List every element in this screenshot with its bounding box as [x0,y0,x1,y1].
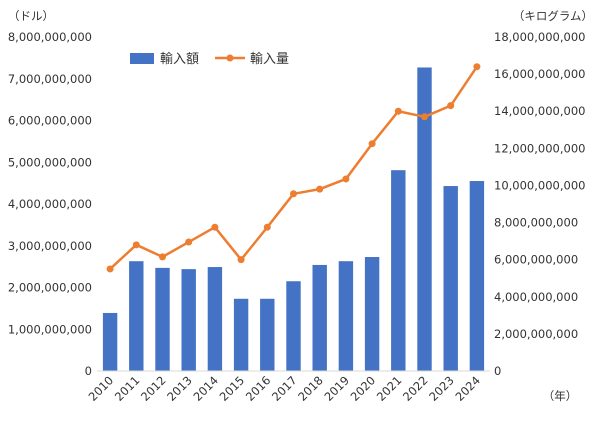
bar-2021 [391,170,406,371]
right-tick-label: 14,000,000,000 [494,104,585,118]
point-2012 [159,253,166,261]
bar-2010 [102,312,118,371]
legend: 輸入額 輸入量 [130,52,289,67]
bar-2012 [155,267,170,371]
x-tick-label: 2016 [243,373,274,404]
left-tick-label: 5,000,000,000 [8,155,92,169]
left-tick-label: 4,000,000,000 [8,197,92,211]
x-tick-label: 2014 [190,373,221,404]
x-tick-label: 2020 [348,373,379,404]
point-2014 [211,223,219,231]
bar-2017 [286,281,301,371]
legend-label-import-value: 輸入額 [160,52,199,67]
left-tick-label: 7,000,000,000 [8,72,92,86]
bar-2024 [469,181,485,371]
right-tick-label: 12,000,000,000 [494,141,585,155]
point-2015 [237,256,245,264]
x-tick-label: 2024 [452,373,483,404]
bar-2015 [233,298,249,371]
right-tick-label: 10,000,000,000 [494,178,585,192]
point-2018 [316,185,324,193]
x-tick-label: 2023 [426,373,457,404]
bar-2013 [181,269,196,371]
x-tick-label: 2019 [321,373,352,404]
line-series-import-volume [106,63,481,273]
right-axis-unit-label: （キログラム） [513,9,593,23]
point-2019 [342,175,350,183]
bar-2018 [312,264,327,371]
left-tick-label: 0 [85,364,92,378]
right-tick-label: 2,000,000,000 [494,327,578,341]
left-tick-label: 6,000,000,000 [8,114,92,128]
point-2016 [263,223,271,231]
legend-marker-import-volume [226,54,234,62]
bar-2020 [364,257,380,371]
left-axis-unit-label: （ドル） [8,9,54,23]
point-2010 [106,265,114,273]
point-2022 [421,113,428,121]
point-2020 [368,140,376,148]
bar-2014 [207,267,223,371]
legend-swatch-import-value [130,53,154,64]
left-tick-label: 2,000,000,000 [8,281,92,295]
legend-label-import-volume: 輸入量 [250,52,289,67]
right-tick-label: 6,000,000,000 [494,253,578,267]
point-2023 [447,102,455,110]
bar-2022 [417,67,432,371]
left-tick-label: 3,000,000,000 [8,239,92,253]
right-tick-label: 8,000,000,000 [494,216,578,230]
bar-2023 [443,186,458,371]
bar-series-import-value [102,67,485,371]
x-tick-label: 2018 [295,373,326,404]
x-tick-label: 2015 [217,373,248,404]
point-2024 [473,63,481,71]
x-tick-label: 2011 [112,373,143,404]
x-axis-unit-label: （年） [543,389,578,403]
right-tick-label: 4,000,000,000 [494,290,578,304]
point-2017 [290,190,297,198]
x-tick-label: 2012 [138,373,169,404]
x-tick-label: 2021 [374,373,405,404]
bar-2011 [129,261,144,371]
x-tick-label: 2013 [164,373,195,404]
right-tick-label: 18,000,000,000 [494,30,585,44]
bar-2016 [260,298,275,371]
point-2013 [185,238,193,246]
x-tick-label: 2022 [400,373,431,404]
left-tick-label: 8,000,000,000 [8,30,92,44]
left-tick-label: 1,000,000,000 [8,322,92,336]
bar-2019 [338,261,354,371]
point-2011 [132,241,140,249]
x-tick-label: 2017 [269,373,300,404]
point-2021 [394,107,402,115]
right-tick-label: 16,000,000,000 [494,67,585,81]
right-tick-label: 0 [494,364,501,378]
